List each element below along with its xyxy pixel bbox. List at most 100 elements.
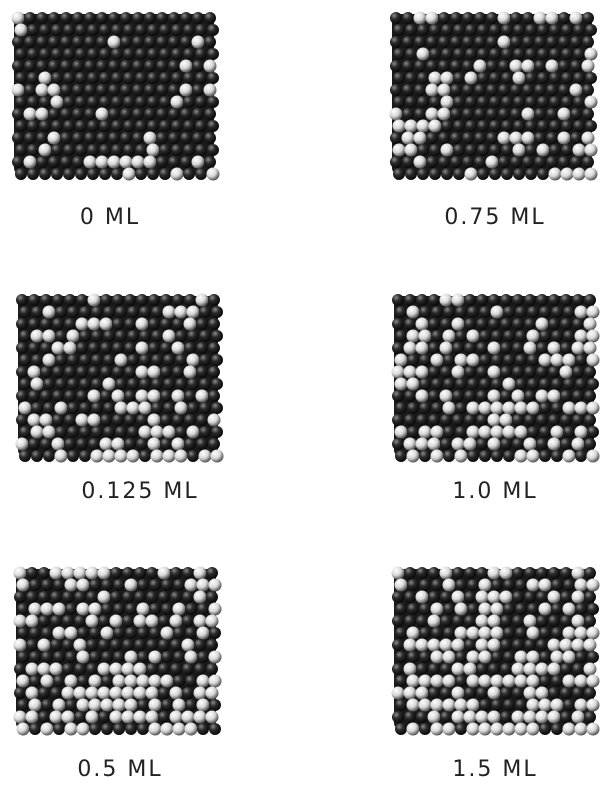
atom <box>151 354 163 366</box>
atom <box>27 120 39 132</box>
atom <box>98 663 111 676</box>
atom <box>52 438 65 451</box>
atom <box>134 639 146 651</box>
atom <box>570 60 582 72</box>
atom <box>390 108 403 121</box>
atom <box>76 390 88 402</box>
atom <box>536 318 549 331</box>
atom <box>560 414 572 426</box>
atom <box>170 711 183 724</box>
atom <box>183 24 195 36</box>
atom <box>407 378 420 391</box>
atom <box>41 723 54 736</box>
atom <box>52 342 65 355</box>
atom <box>206 639 218 651</box>
atom <box>462 84 474 96</box>
atom <box>575 378 587 390</box>
atom <box>151 306 163 318</box>
atom <box>558 156 570 168</box>
atom <box>392 615 404 627</box>
atom <box>407 627 420 640</box>
atom <box>163 450 176 463</box>
atom <box>479 426 492 439</box>
atom <box>124 390 136 402</box>
atom <box>184 366 197 379</box>
atom <box>479 354 491 366</box>
atom <box>41 651 53 663</box>
atom <box>390 36 402 48</box>
atom <box>51 72 63 84</box>
atom <box>192 132 204 144</box>
atom <box>522 132 535 145</box>
atom <box>513 72 526 85</box>
atom <box>563 699 575 711</box>
atom <box>135 96 147 108</box>
atom <box>12 108 24 120</box>
atom <box>464 687 476 699</box>
atom <box>464 414 476 426</box>
atom <box>527 579 540 592</box>
atom <box>467 603 479 615</box>
atom <box>512 318 524 330</box>
atom <box>474 12 486 24</box>
atom <box>195 72 207 84</box>
atom <box>156 84 168 96</box>
atom <box>467 450 479 462</box>
atom <box>28 414 41 427</box>
atom <box>132 132 144 144</box>
atom <box>149 699 162 712</box>
atom <box>500 567 513 580</box>
atom <box>587 402 600 415</box>
atom <box>168 12 180 24</box>
atom <box>500 318 512 330</box>
atom <box>100 318 113 331</box>
atom <box>575 330 588 343</box>
atom <box>84 12 96 24</box>
atom <box>17 723 30 736</box>
atom <box>479 378 491 390</box>
atom <box>407 330 420 343</box>
atom <box>136 390 149 403</box>
atom <box>12 36 24 48</box>
atom <box>455 330 467 342</box>
atom <box>539 306 551 318</box>
atom <box>584 711 596 723</box>
atom <box>89 699 102 712</box>
atom <box>584 366 596 378</box>
atom <box>534 156 546 168</box>
atom <box>60 156 72 168</box>
atom <box>416 414 428 426</box>
atom <box>479 627 492 640</box>
atom <box>407 651 419 663</box>
atom <box>503 354 515 366</box>
atom <box>503 603 515 615</box>
atom <box>561 48 573 60</box>
atom <box>573 72 585 84</box>
atom <box>14 639 27 652</box>
atom <box>16 318 28 330</box>
atom <box>524 591 536 603</box>
atom <box>536 366 548 378</box>
atom <box>539 426 551 438</box>
atom <box>561 144 573 156</box>
atom <box>123 96 135 108</box>
atom <box>173 627 185 639</box>
atom <box>513 48 525 60</box>
atom <box>479 723 492 736</box>
atom <box>110 639 122 651</box>
atom <box>404 342 417 355</box>
atom <box>563 675 576 688</box>
atom <box>404 438 417 451</box>
atom <box>486 36 498 48</box>
atom <box>585 24 597 36</box>
atom <box>127 402 140 415</box>
atom <box>156 12 168 24</box>
atom <box>465 48 477 60</box>
atom <box>199 330 211 342</box>
atom <box>573 120 585 132</box>
atom <box>522 36 534 48</box>
atom <box>431 723 444 736</box>
atom <box>395 450 407 462</box>
atom <box>43 450 55 462</box>
atom <box>183 144 195 156</box>
